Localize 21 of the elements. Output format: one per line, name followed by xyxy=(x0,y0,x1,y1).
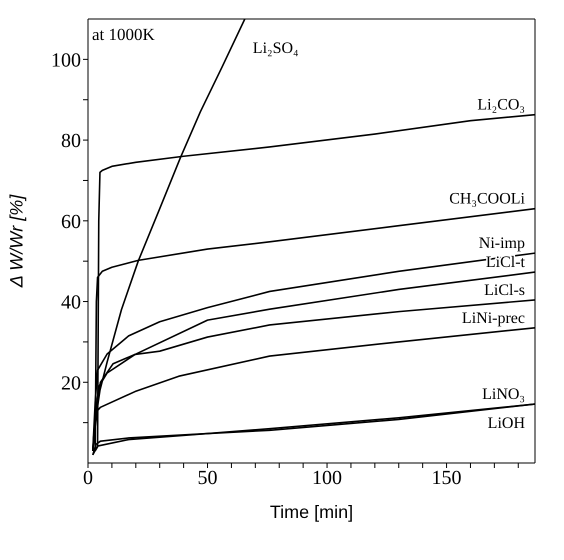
y-tick-label: 80 xyxy=(61,130,81,152)
y-tick-label: 20 xyxy=(61,372,81,394)
y-tick-label: 60 xyxy=(61,210,81,233)
series-label: LiNO₃ xyxy=(482,386,525,404)
y-tick-label: 100 xyxy=(51,49,81,72)
y-axis-title: Δ W/Wr [%] xyxy=(6,194,26,288)
series-label: Li₂CO₃ xyxy=(477,96,525,114)
series-label: CH₃COOLi xyxy=(449,190,526,208)
x-tick-label: 100 xyxy=(312,467,342,490)
series-label: Li₂SO₄ xyxy=(252,40,300,57)
series-label: LiNi-prec xyxy=(462,310,525,327)
x-tick-label: 50 xyxy=(198,467,218,490)
x-tick-label: 0 xyxy=(83,467,93,490)
series-label: Ni-imp xyxy=(478,235,525,252)
annotation: at 1000K xyxy=(92,25,156,44)
series-label: LiOH xyxy=(488,415,526,432)
y-tick-label: 40 xyxy=(61,292,81,314)
series-label: LiCl-s xyxy=(484,282,525,299)
series-label: LiCl-t xyxy=(486,254,526,272)
x-tick-label: 150 xyxy=(432,467,462,490)
x-axis-title: Time [min] xyxy=(270,502,354,522)
